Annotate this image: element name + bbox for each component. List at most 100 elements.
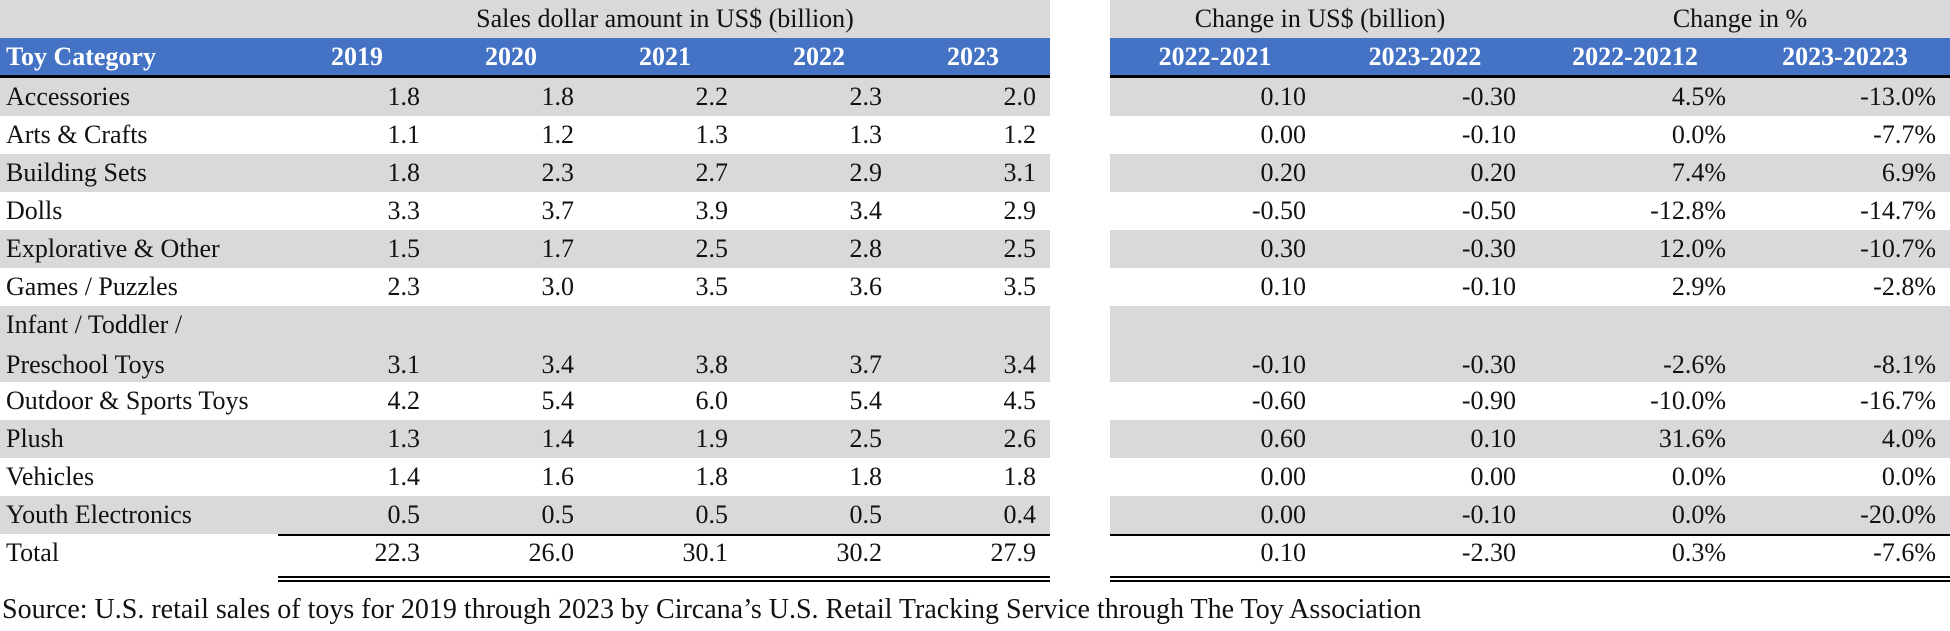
table-row: 0.30 -0.30 12.0% -10.7% bbox=[1110, 230, 1950, 268]
header-usd-2022-2021: 2022-2021 bbox=[1158, 41, 1272, 71]
change-usd-2: -0.30 bbox=[1461, 82, 1516, 111]
change-usd-1: 0.00 bbox=[1260, 500, 1307, 529]
total-2023: 27.9 bbox=[990, 538, 1037, 567]
change-usd-2: -0.30 bbox=[1461, 350, 1516, 379]
change-usd-super-title: Change in US$ (billion) bbox=[1194, 4, 1446, 33]
value-2023: 2.5 bbox=[1003, 234, 1037, 263]
change-usd-1: -0.50 bbox=[1251, 196, 1306, 225]
value-2022: 3.7 bbox=[849, 350, 883, 379]
value-2020: 3.7 bbox=[541, 196, 575, 225]
value-2019: 0.5 bbox=[387, 500, 421, 529]
change-pct-2: -20.0% bbox=[1860, 500, 1936, 529]
row-label: Explorative & Other bbox=[6, 234, 220, 263]
row-label: Youth Electronics bbox=[6, 500, 192, 529]
change-pct-1: 31.6% bbox=[1658, 424, 1726, 453]
change-usd-1: 0.00 bbox=[1260, 120, 1307, 149]
sales-header-row: Toy Category 2019 2020 2021 2022 2023 bbox=[0, 38, 1050, 78]
sales-super-header: Sales dollar amount in US$ (billion) bbox=[0, 0, 1050, 38]
value-2020: 1.4 bbox=[541, 424, 575, 453]
value-2020: 3.4 bbox=[541, 350, 575, 379]
value-2019: 3.1 bbox=[387, 350, 421, 379]
row-label-line1: Infant / Toddler / bbox=[6, 310, 183, 339]
value-2022: 1.8 bbox=[849, 462, 883, 491]
value-2023: 3.4 bbox=[1003, 350, 1037, 379]
table-row: Youth Electronics 0.5 0.5 0.5 0.5 0.4 bbox=[0, 496, 1050, 534]
table-row: Explorative & Other 1.5 1.7 2.5 2.8 2.5 bbox=[0, 230, 1050, 268]
value-2023: 2.9 bbox=[1003, 196, 1037, 225]
source-note: Source: U.S. retail sales of toys for 20… bbox=[2, 594, 1422, 625]
value-2022: 3.4 bbox=[849, 196, 883, 225]
value-2021: 2.5 bbox=[695, 234, 729, 263]
total-2022: 30.2 bbox=[836, 538, 883, 567]
change-usd-2: 0.10 bbox=[1470, 424, 1517, 453]
value-2023: 3.5 bbox=[1003, 272, 1037, 301]
total-2019: 22.3 bbox=[374, 538, 421, 567]
value-2020: 0.5 bbox=[541, 500, 575, 529]
value-2021: 1.3 bbox=[695, 120, 729, 149]
total-rule-top bbox=[1110, 534, 1950, 536]
change-usd-2: 0.20 bbox=[1470, 158, 1517, 187]
total-change-usd-2: -2.30 bbox=[1461, 538, 1516, 567]
change-pct-1: 12.0% bbox=[1658, 234, 1726, 263]
value-2023: 1.8 bbox=[1003, 462, 1037, 491]
table-row: 0.00 -0.10 0.0% -7.7% bbox=[1110, 116, 1950, 154]
value-2021: 6.0 bbox=[695, 386, 729, 415]
total-row: Total 22.3 26.0 30.1 30.2 27.9 bbox=[0, 534, 1050, 582]
value-2022: 2.9 bbox=[849, 158, 883, 187]
header-usd-2023-2022: 2023-2022 bbox=[1368, 41, 1482, 71]
change-usd-2: 0.00 bbox=[1470, 462, 1517, 491]
change-usd-1: 0.20 bbox=[1260, 158, 1307, 187]
change-pct-super-title: Change in % bbox=[1672, 4, 1808, 33]
value-2021: 3.5 bbox=[695, 272, 729, 301]
value-2019: 2.3 bbox=[387, 272, 421, 301]
value-2022: 2.3 bbox=[849, 82, 883, 111]
value-2021: 2.2 bbox=[695, 82, 729, 111]
value-2023: 2.0 bbox=[1003, 82, 1037, 111]
change-usd-2: -0.30 bbox=[1461, 234, 1516, 263]
change-pct-1: 4.5% bbox=[1671, 82, 1726, 111]
table-row: 0.10 -0.30 4.5% -13.0% bbox=[1110, 78, 1950, 116]
change-usd-1: 0.10 bbox=[1260, 82, 1307, 111]
header-2022: 2022 bbox=[793, 41, 845, 71]
row-label: Outdoor & Sports Toys bbox=[6, 386, 249, 415]
value-2019: 1.1 bbox=[387, 120, 421, 149]
total-change-pct-1: 0.3% bbox=[1671, 538, 1726, 567]
total-rule-bottom-double bbox=[278, 580, 1050, 582]
change-usd-1: -0.10 bbox=[1251, 350, 1306, 379]
change-pct-2: 0.0% bbox=[1881, 462, 1936, 491]
table-row: Infant / Toddler / Preschool Toys 3.1 3.… bbox=[0, 306, 1050, 382]
row-label: Infant / Toddler / Preschool Toys bbox=[0, 306, 280, 382]
value-2020: 1.2 bbox=[541, 120, 575, 149]
change-usd-2: -0.10 bbox=[1461, 500, 1516, 529]
table-row: Dolls 3.3 3.7 3.9 3.4 2.9 bbox=[0, 192, 1050, 230]
header-2023: 2023 bbox=[947, 41, 999, 71]
table-row: 0.20 0.20 7.4% 6.9% bbox=[1110, 154, 1950, 192]
table-row: Accessories 1.8 1.8 2.2 2.3 2.0 bbox=[0, 78, 1050, 116]
header-pct-2023-2022: 2023-20223 bbox=[1782, 41, 1908, 71]
value-2020: 3.0 bbox=[541, 272, 575, 301]
value-2019: 1.5 bbox=[387, 234, 421, 263]
total-change-pct-2: -7.6% bbox=[1873, 538, 1936, 567]
change-pct-2: -10.7% bbox=[1860, 234, 1936, 263]
row-label: Dolls bbox=[6, 196, 63, 225]
change-usd-1: 0.60 bbox=[1260, 424, 1307, 453]
table-row: 0.60 0.10 31.6% 4.0% bbox=[1110, 420, 1950, 458]
value-2020: 5.4 bbox=[541, 386, 575, 415]
value-2023: 2.6 bbox=[1003, 424, 1037, 453]
table-row: -0.50 -0.50 -12.8% -14.7% bbox=[1110, 192, 1950, 230]
value-2019: 1.4 bbox=[387, 462, 421, 491]
change-pct-2: -14.7% bbox=[1860, 196, 1936, 225]
value-2022: 0.5 bbox=[849, 500, 883, 529]
table-row: -0.60 -0.90 -10.0% -16.7% bbox=[1110, 382, 1950, 420]
value-2020: 2.3 bbox=[541, 158, 575, 187]
change-pct-1: 0.0% bbox=[1671, 120, 1726, 149]
change-pct-2: -7.7% bbox=[1873, 120, 1936, 149]
header-2021: 2021 bbox=[639, 41, 691, 71]
change-header-row: 2022-2021 2023-2022 2022-20212 2023-2022… bbox=[1110, 38, 1950, 78]
value-2019: 1.3 bbox=[387, 424, 421, 453]
change-pct-1: -2.6% bbox=[1663, 350, 1726, 379]
value-2019: 1.8 bbox=[387, 158, 421, 187]
total-2020: 26.0 bbox=[528, 538, 575, 567]
table-row: Vehicles 1.4 1.6 1.8 1.8 1.8 bbox=[0, 458, 1050, 496]
table-row: 0.00 -0.10 0.0% -20.0% bbox=[1110, 496, 1950, 534]
